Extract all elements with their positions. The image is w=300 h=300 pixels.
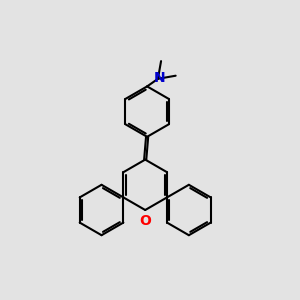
Text: O: O (139, 214, 151, 228)
Text: N: N (153, 70, 165, 85)
